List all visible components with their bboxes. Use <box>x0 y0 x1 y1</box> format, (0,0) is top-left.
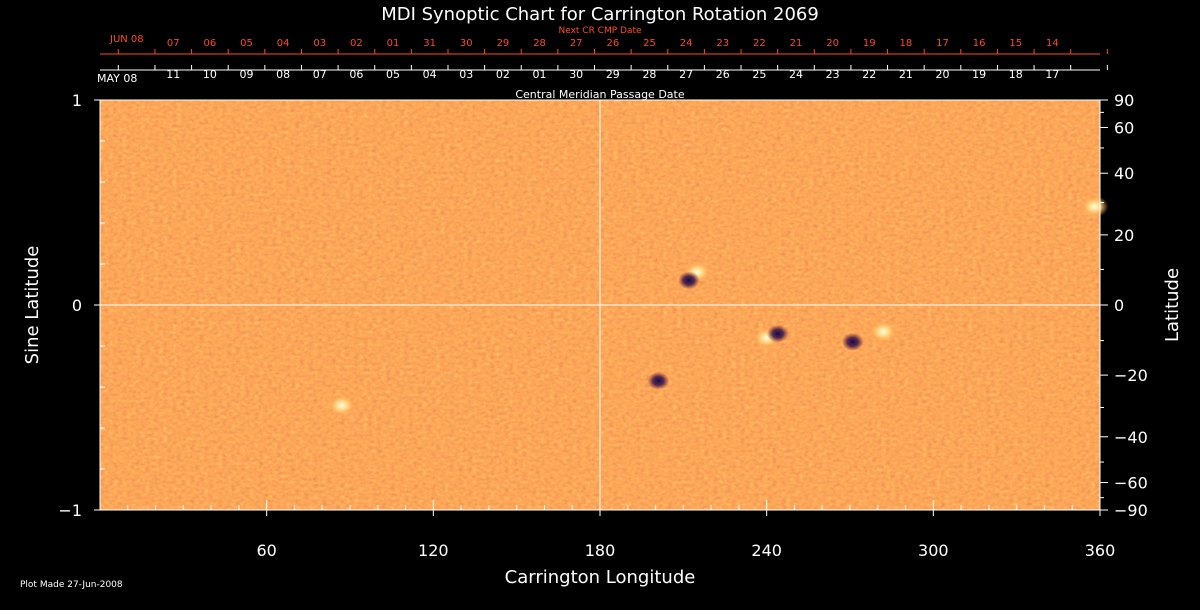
next-cmp-date-label: 01 <box>387 38 400 49</box>
cmp-date-label: 09 <box>240 68 254 81</box>
positive-region <box>1080 195 1109 218</box>
y-left-tick-label: −1 <box>58 501 82 520</box>
cmp-date-label: 04 <box>423 68 437 81</box>
next-cmp-date-label: 28 <box>533 38 546 49</box>
negative-region <box>647 371 670 390</box>
y-right-tick-label: 40 <box>1114 164 1134 183</box>
negative-region <box>766 324 789 343</box>
cmp-date-label: 17 <box>1045 68 1059 81</box>
y-axis-label-left: Sine Latitude <box>22 246 43 365</box>
y-left-tick-label: 1 <box>72 91 82 110</box>
next-cmp-date-label: 24 <box>680 38 693 49</box>
plot-credit: Plot Made 27-Jun-2008 <box>20 580 123 590</box>
cmp-date-label: 01 <box>533 68 547 81</box>
negative-region <box>841 332 864 351</box>
y-right-tick-label: 0 <box>1114 296 1124 315</box>
cmp-date-label: 24 <box>789 68 803 81</box>
y-left-tick-label: 0 <box>72 296 82 315</box>
x-tick-label: 180 <box>585 541 616 560</box>
cmp-date-label: 03 <box>459 68 473 81</box>
y-right-tick-label: 60 <box>1114 118 1134 137</box>
y-axis-label-right: Latitude <box>1162 268 1183 342</box>
y-right-tick-label: 90 <box>1114 91 1134 110</box>
next-cmp-date-label: 05 <box>240 38 253 49</box>
next-cmp-date-label: 18 <box>899 38 912 49</box>
next-cmp-date-label: 15 <box>1009 38 1022 49</box>
x-axis-label: Carrington Longitude <box>505 567 696 588</box>
cmp-date-label: 11 <box>166 68 180 81</box>
next-cmp-date-label: 19 <box>863 38 876 49</box>
y-right-tick-label: −40 <box>1114 428 1148 447</box>
next-cmp-date-label: 21 <box>790 38 803 49</box>
grid-lines <box>100 100 1100 510</box>
positive-region <box>869 320 898 343</box>
positive-region <box>327 394 356 417</box>
y-right-tick-label: −90 <box>1114 501 1148 520</box>
next-cmp-date-label: 17 <box>936 38 949 49</box>
next-axis-start-label: JUN 08 <box>109 34 144 45</box>
next-cmp-date-label: 26 <box>606 38 619 49</box>
magnetic-features <box>327 195 1109 417</box>
x-tick-label: 120 <box>418 541 449 560</box>
next-cmp-date-label: 27 <box>570 38 583 49</box>
y-right-tick-label: −60 <box>1114 474 1148 493</box>
cmp-date-label: 10 <box>203 68 217 81</box>
chart-title: MDI Synoptic Chart for Carrington Rotati… <box>381 4 819 25</box>
cmp-date-label: 23 <box>826 68 840 81</box>
cmp-date-label: 26 <box>716 68 730 81</box>
cmp-date-label: 25 <box>752 68 766 81</box>
cmp-date-axis: MAY 08 Central Meridian Passage Date 11 1… <box>97 65 1108 101</box>
top-axis-start-label: MAY 08 <box>97 72 137 85</box>
cmp-date-label: 27 <box>679 68 693 81</box>
next-cmp-date-label: 20 <box>826 38 839 49</box>
next-cmp-date-label: 29 <box>497 38 510 49</box>
next-cr-axis: Next CR CMP Date JUN 08 07 06 05 04 03 02 01 31… <box>100 26 1108 55</box>
x-tick-label: 60 <box>256 541 276 560</box>
next-axis-label: Next CR CMP Date <box>558 26 642 36</box>
cmp-date-label: 18 <box>1009 68 1023 81</box>
cmp-date-label: 06 <box>349 68 363 81</box>
next-cmp-date-label: 23 <box>716 38 729 49</box>
cmp-date-label: 19 <box>972 68 986 81</box>
next-cmp-date-label: 22 <box>753 38 766 49</box>
y-right-tick-label: 20 <box>1114 226 1134 245</box>
axes: 60 120 180 240 300 360 1 0 −1 90 60 40 20 0 −20 −40 −60 −… <box>58 91 1147 560</box>
cmp-date-label: 08 <box>276 68 290 81</box>
cmp-date-label: 07 <box>313 68 327 81</box>
cmp-date-label: 22 <box>862 68 876 81</box>
cmp-date-label: 20 <box>935 68 949 81</box>
x-tick-label: 300 <box>918 541 949 560</box>
cmp-date-label: 28 <box>642 68 656 81</box>
next-cmp-date-label: 02 <box>350 38 363 49</box>
x-tick-label: 240 <box>751 541 782 560</box>
x-tick-label: 360 <box>1085 541 1116 560</box>
next-cmp-date-label: 07 <box>167 38 180 49</box>
next-cmp-date-label: 25 <box>643 38 656 49</box>
cmp-date-label: 29 <box>606 68 620 81</box>
next-cmp-date-label: 30 <box>460 38 473 49</box>
next-cmp-date-label: 31 <box>423 38 436 49</box>
cmp-date-label: 21 <box>899 68 913 81</box>
cmp-date-label: 05 <box>386 68 400 81</box>
y-right-tick-label: −20 <box>1114 366 1148 385</box>
cmp-date-label: 02 <box>496 68 510 81</box>
next-cmp-date-label: 03 <box>313 38 326 49</box>
cmp-date-label: 30 <box>569 68 583 81</box>
next-cmp-date-label: 04 <box>277 38 290 49</box>
negative-region <box>677 271 700 290</box>
next-cmp-date-label: 16 <box>973 38 986 49</box>
next-cmp-date-label: 06 <box>204 38 217 49</box>
top-axis-label: Central Meridian Passage Date <box>515 88 684 101</box>
next-cmp-date-label: 14 <box>1046 38 1059 49</box>
